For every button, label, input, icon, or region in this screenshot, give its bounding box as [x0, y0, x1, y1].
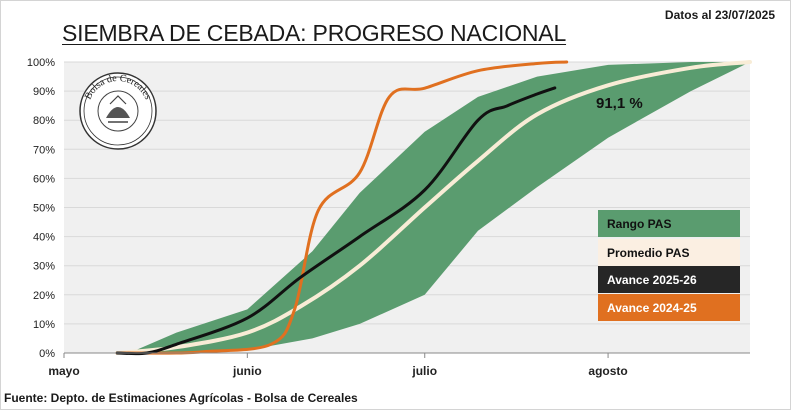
legend-swatch-avance-2025: [598, 266, 740, 293]
y-tick-label: 20%: [33, 290, 55, 302]
legend-swatch-avance-2024: [598, 294, 740, 321]
source-note: Fuente: Depto. de Estimaciones Agrícolas…: [4, 391, 358, 405]
series-lines: [115, 60, 752, 356]
legend-label-promedio: Promedio PAS: [607, 246, 689, 260]
legend-label-rango: Rango PAS: [607, 217, 671, 231]
x-tick-label: junio: [232, 364, 262, 378]
x-tick-label: agosto: [588, 364, 627, 378]
bolsa-logo: Bolsa de Cereales: [79, 72, 157, 150]
y-tick-label: 90%: [33, 86, 55, 98]
x-tick-label: mayo: [48, 364, 79, 378]
legend-swatch-promedio: [598, 239, 740, 266]
series-avance-2024-25: [115, 60, 569, 355]
y-axis-ticks: 0% 10% 20% 30% 40% 50% 60% 70% 80% 90% 100%: [27, 57, 55, 360]
y-tick-label: 70%: [33, 144, 55, 156]
series-rango-pas: [129, 62, 751, 353]
series-promedio-pas: [115, 60, 752, 355]
series-avance-2025-26: [115, 86, 557, 356]
x-axis-ticks: mayo junio julio agosto: [48, 353, 628, 378]
data-date: Datos al 23/07/2025: [664, 8, 775, 22]
y-tick-label: 60%: [33, 173, 55, 185]
y-tick-label: 30%: [33, 261, 55, 273]
legend-label-avance-2024: Avance 2024-25: [607, 301, 697, 315]
progress-annotation: 91,1 %: [596, 95, 643, 112]
legend-swatch-rango: [598, 210, 740, 237]
chart-title: SIEMBRA DE CEBADA: PROGRESO NACIONAL: [62, 20, 567, 46]
range-band: [129, 62, 751, 353]
y-tick-label: 80%: [33, 115, 55, 127]
y-tick-label: 40%: [33, 232, 55, 244]
y-tick-label: 100%: [27, 57, 55, 69]
legend-label-avance-2025: Avance 2025-26: [607, 273, 697, 287]
y-tick-label: 50%: [33, 203, 55, 215]
x-tick-label: julio: [411, 364, 437, 378]
y-tick-label: 0%: [39, 348, 55, 360]
y-tick-label: 10%: [33, 319, 55, 331]
legend: Rango PAS Promedio PAS Avance 2025-26 Av…: [598, 210, 740, 321]
